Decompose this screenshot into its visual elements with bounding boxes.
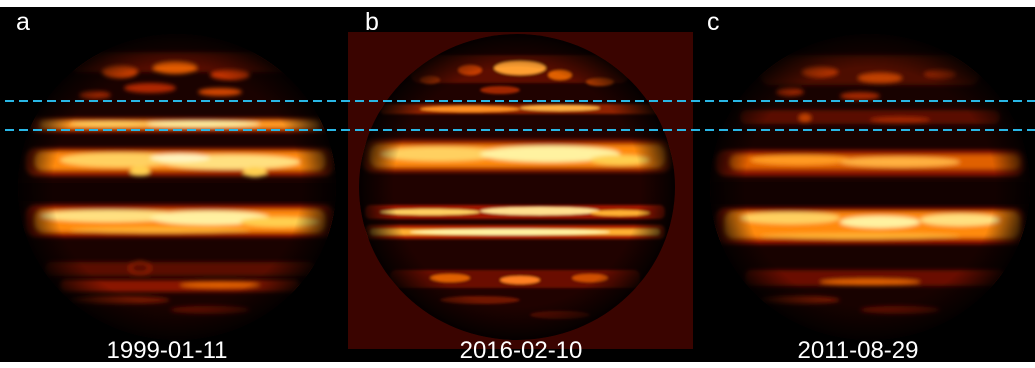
panel-a-letter: a (16, 8, 30, 36)
panel-a-date: 1999-01-11 (106, 337, 228, 364)
panel-c-date: 2011-08-29 (797, 337, 919, 364)
panel-c-letter: c (707, 8, 720, 36)
planet-a (18, 34, 336, 340)
panel-b-letter: b (365, 8, 379, 36)
panel-b-date: 2016-02-10 (459, 337, 583, 364)
planet-c (710, 34, 1030, 340)
planet-b (359, 34, 675, 340)
